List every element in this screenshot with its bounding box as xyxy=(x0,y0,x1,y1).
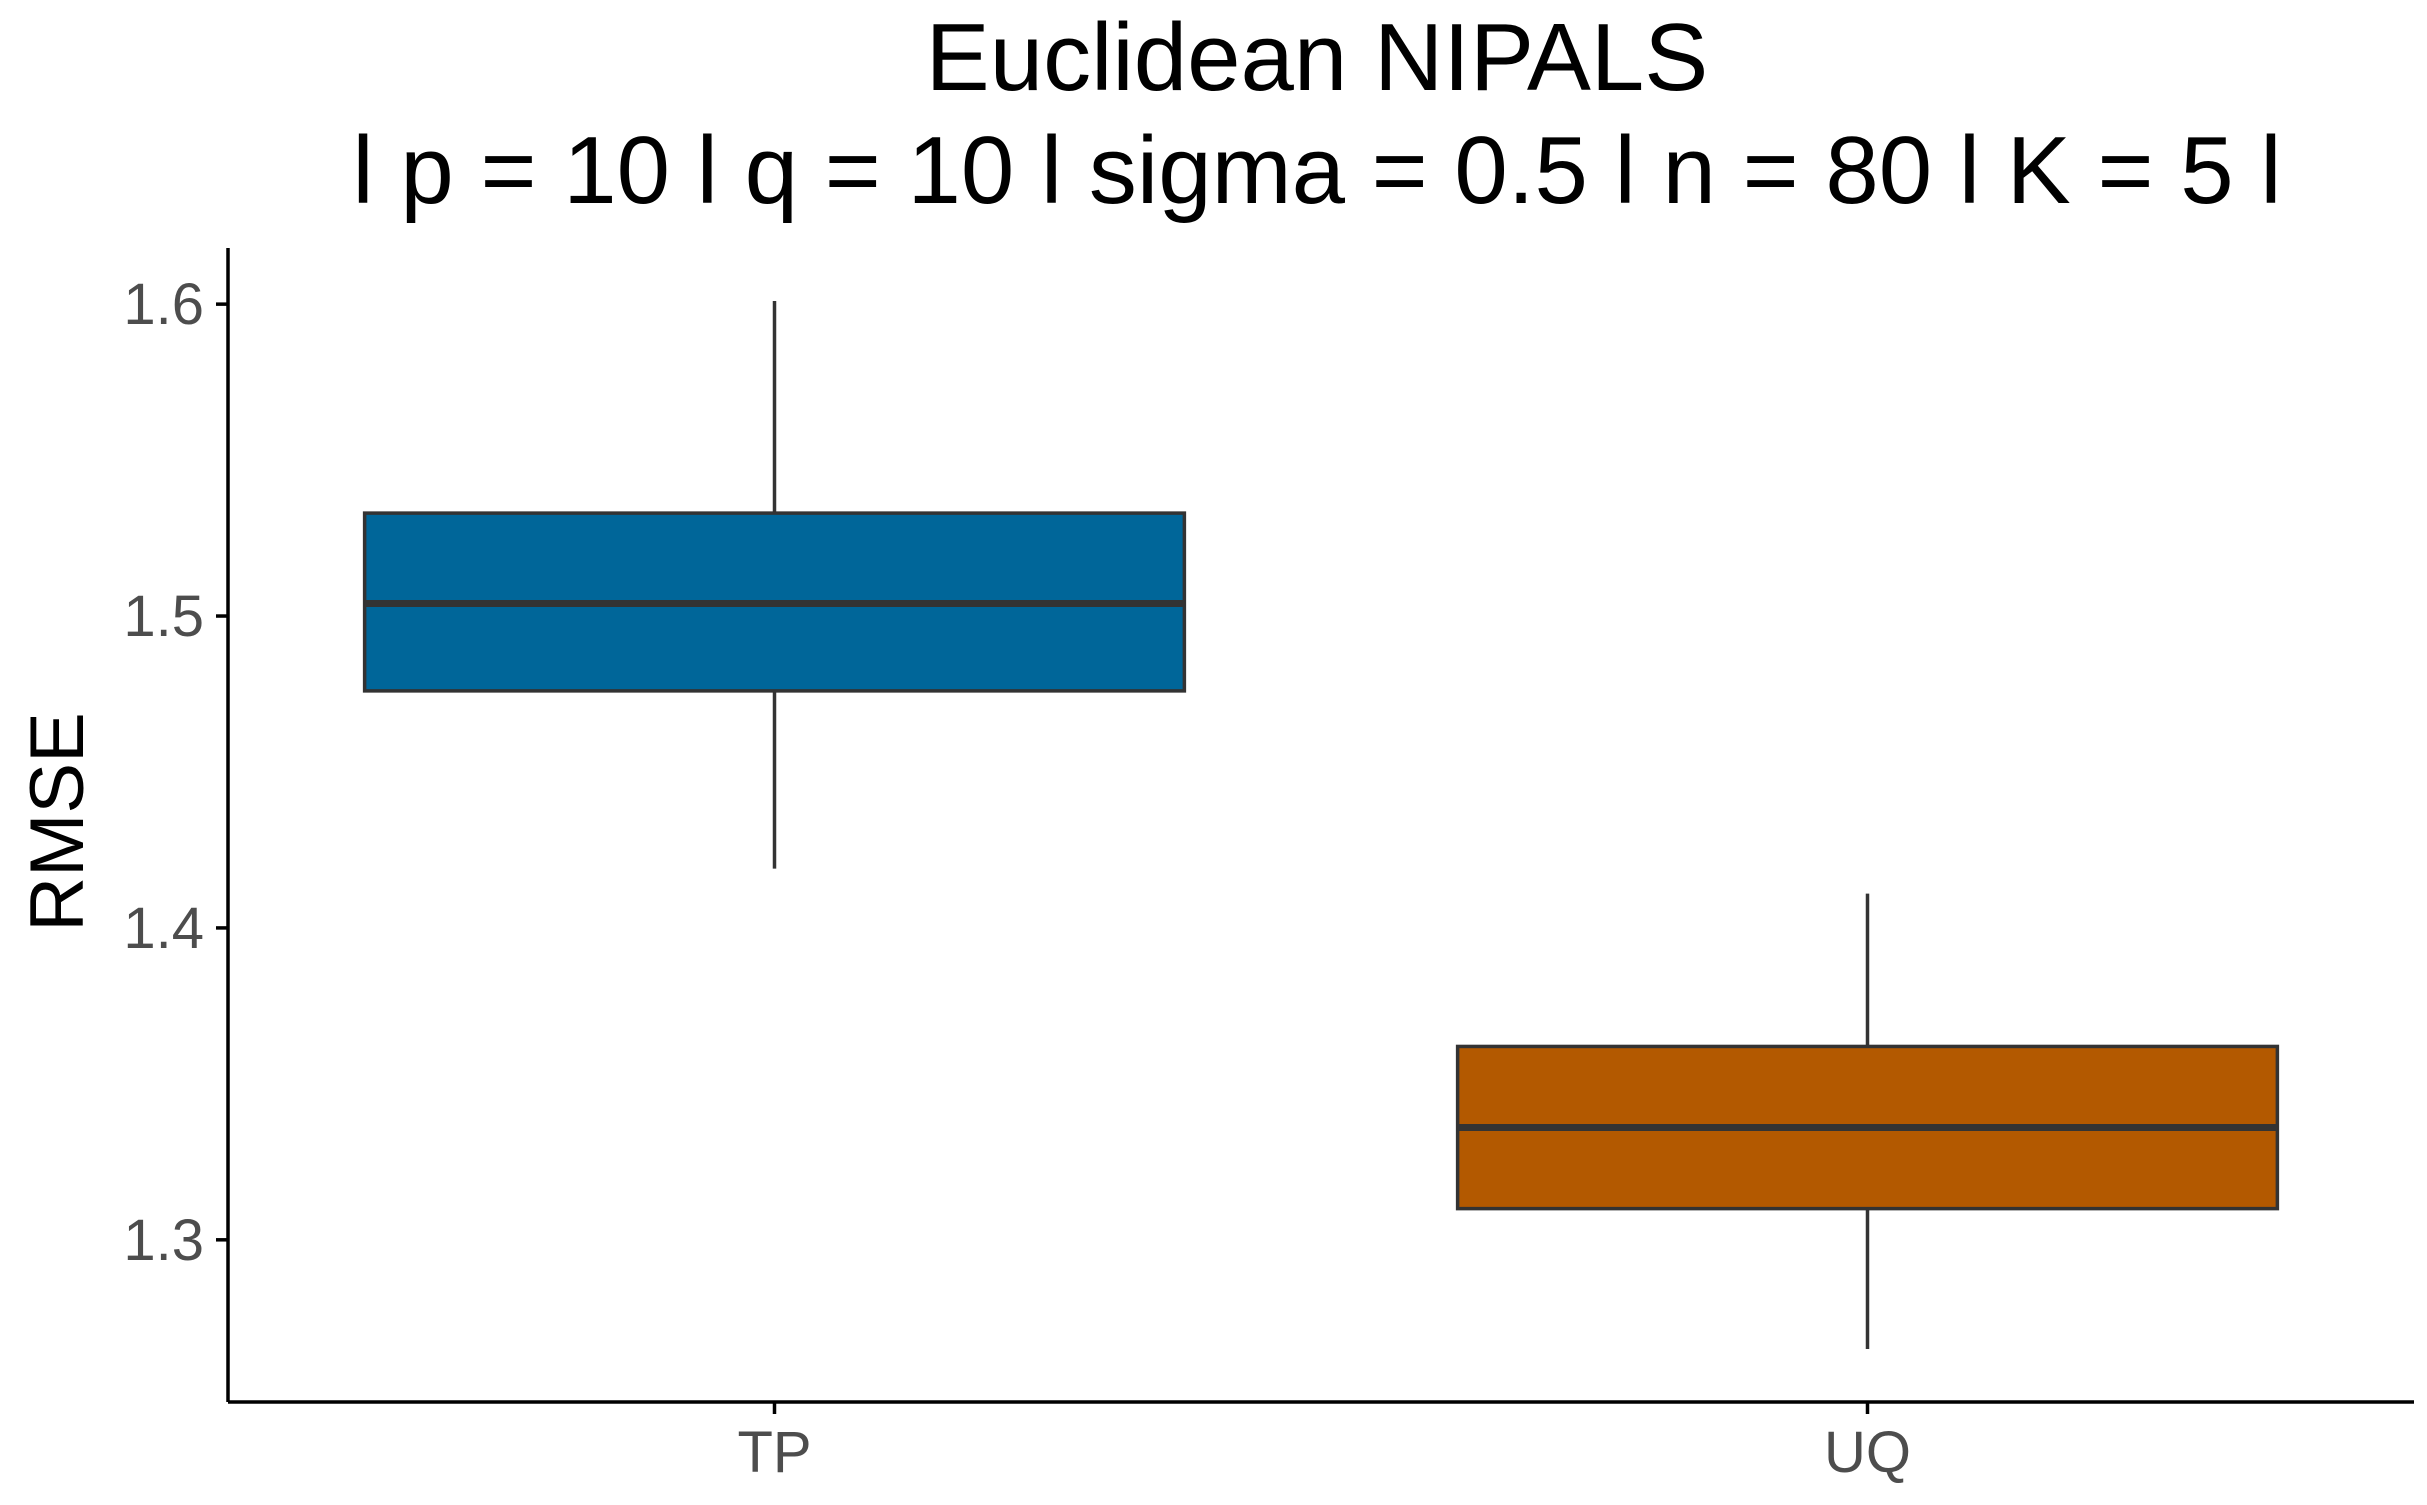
y-tick-label: 1.3 xyxy=(123,1208,204,1273)
y-axis-title: RMSE xyxy=(15,712,100,932)
x-tick-label: UQ xyxy=(1824,1420,1911,1485)
chart-title: Euclidean NIPALS xyxy=(926,4,1709,111)
plot-area: 1.3 1.4 1.5 1.6 TP UQ xyxy=(123,248,2414,1485)
x-tick-label: TP xyxy=(737,1420,811,1485)
y-tick-label: 1.4 xyxy=(123,896,204,961)
y-tick-label: 1.6 xyxy=(123,272,204,337)
chart-subtitle: l p = 10 l q = 10 l sigma = 0.5 l n = 80… xyxy=(352,117,2281,224)
y-tick-label: 1.5 xyxy=(123,584,204,649)
